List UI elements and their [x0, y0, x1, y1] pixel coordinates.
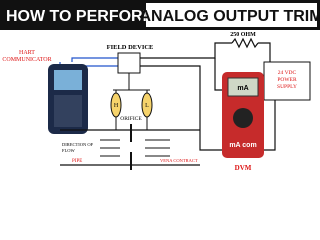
l-sensor: [141, 92, 153, 118]
power-supply: [263, 61, 311, 101]
hart-keypad: [54, 95, 82, 127]
field-device-label: FIELD DEVICE: [107, 44, 154, 51]
dvm-label: DVM: [235, 164, 252, 172]
title-part1: HOW TO PERFORM: [6, 8, 156, 25]
h-label: H: [114, 103, 119, 109]
hart-label: COMMUNICATOR: [2, 57, 51, 63]
pipe-label: PIPE: [72, 159, 82, 164]
vena-label: VENA CONTRACT: [160, 158, 198, 163]
flow-label: FLOW: [62, 148, 76, 153]
l-label: L: [145, 103, 149, 109]
title-part2: ANALOG OUTPUT TRIM: [139, 8, 320, 25]
flow-label: DIRECTION OF: [62, 142, 94, 147]
flow-arrows: [100, 139, 170, 157]
resistor-label: 250 OHM: [230, 32, 256, 38]
meter-dial: [233, 108, 253, 128]
power-label: SUPPLY: [277, 84, 297, 90]
title-box: [146, 3, 317, 27]
resistor: [231, 37, 259, 49]
meter-jacks: mA com: [229, 142, 256, 149]
power-label: 24 VDC: [278, 70, 297, 76]
hart-screen: [54, 70, 82, 90]
power-label: POWER: [277, 77, 297, 83]
meter-display: [227, 77, 259, 97]
meter-unit: mA: [237, 85, 248, 92]
hart-label: HART: [19, 50, 35, 56]
h-sensor: [110, 92, 122, 118]
thumbnail: HOW TO PERFORM ANALOG OUTPUT TRIM 250 OH…: [0, 0, 320, 172]
field-device: [117, 52, 141, 74]
orifice-label: ORIFICE: [120, 116, 142, 122]
